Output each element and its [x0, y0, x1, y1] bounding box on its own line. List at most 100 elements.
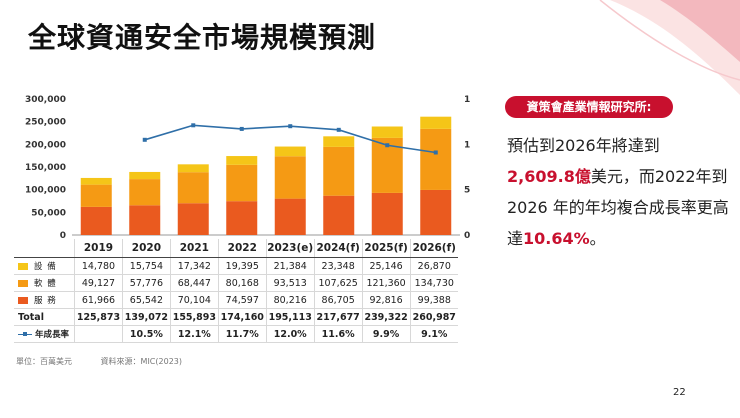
table-row: 設 備 14,780 15,754 17,342 19,395 21,384 23,348 2… — [14, 257, 458, 275]
table-cell: 134,730 — [410, 274, 458, 292]
table-cell: 2019 — [74, 239, 123, 258]
bar-software — [323, 146, 355, 196]
growth-rate-point — [191, 123, 196, 128]
y2-tick-label: 10% — [464, 140, 470, 150]
line-legend-icon — [18, 331, 32, 338]
table-cell: 121,360 — [362, 274, 411, 292]
unit-note: 單位：百萬美元 — [16, 357, 72, 366]
legend-label: 服 務 — [34, 296, 57, 306]
bar-service — [323, 195, 355, 235]
table-cell: 68,447 — [170, 274, 219, 292]
growth-rate-point — [385, 143, 390, 148]
source-badge: 資策會產業情報研究所: — [505, 96, 673, 118]
table-cell — [74, 325, 123, 343]
bar-software — [129, 179, 161, 206]
summary-part-3: 。 — [589, 229, 606, 248]
table-cell: 260,987 — [410, 308, 458, 326]
table-cell: 49,127 — [74, 274, 123, 292]
y-tick-label: 200,000 — [25, 140, 66, 150]
table-cell: 2021 — [170, 239, 219, 258]
table-cell: 57,776 — [122, 274, 171, 292]
growth-rate-point — [433, 150, 438, 155]
table-cell: 設 備 — [14, 257, 75, 275]
table-cell: 10.5% — [122, 325, 171, 343]
growth-rate-point — [288, 124, 293, 129]
legend-label: 年成長率 — [35, 330, 70, 340]
table-cell: 174,160 — [218, 308, 267, 326]
table-cell: 80,216 — [266, 291, 315, 309]
table-cell: 80,168 — [218, 274, 267, 292]
bar-service — [226, 201, 258, 235]
table-cell: 74,597 — [218, 291, 267, 309]
table-cell: 12.0% — [266, 325, 315, 343]
footnote: 單位：百萬美元 資料來源：MIC(2023) — [16, 356, 208, 367]
legend-label: 設 備 — [34, 262, 57, 272]
table-cell: 11.6% — [314, 325, 363, 343]
legend-label: 軟 體 — [34, 279, 57, 289]
bar-equipment — [323, 136, 355, 147]
table-cell: 217,677 — [314, 308, 363, 326]
table-cell: 26,870 — [410, 257, 458, 275]
bar-equipment — [177, 164, 209, 173]
bar-equipment — [274, 146, 306, 157]
highlight-value: 2,609.8億 — [507, 167, 591, 186]
bar-service — [177, 203, 209, 235]
table-cell: 11.7% — [218, 325, 267, 343]
bar-equipment — [371, 126, 403, 138]
table-cell: Total — [14, 308, 75, 326]
y2-tick-label: 0% — [464, 231, 470, 241]
table-cell: 2026(f) — [410, 239, 458, 258]
stacked-bar-chart: 0 50,000 100,000 150,000 200,000 250,000 300,0… — [25, 95, 470, 241]
table-cell: 9.1% — [410, 325, 458, 343]
y-tick-label: 50,000 — [31, 208, 66, 218]
source-note: 資料來源：MIC(2023) — [100, 357, 182, 366]
bar-service — [420, 189, 452, 235]
table-cell: 15,754 — [122, 257, 171, 275]
table-cell: 92,816 — [362, 291, 411, 309]
bar-software — [226, 164, 258, 202]
table-cell: 23,348 — [314, 257, 363, 275]
legend-swatch — [18, 296, 28, 304]
table-cell: 25,146 — [362, 257, 411, 275]
table-growth-row: 年成長率 10.5% 12.1% 11.7% 12.0% 11.6% 9.9% 9.1% — [14, 325, 458, 343]
y-tick-label: 250,000 — [25, 118, 66, 128]
bar-equipment — [129, 171, 161, 180]
table-cell: 70,104 — [170, 291, 219, 309]
growth-rate-point — [239, 126, 244, 131]
y-tick-label: 150,000 — [25, 163, 66, 173]
table-cell: 年成長率 — [14, 325, 75, 343]
y-tick-label: 0 — [60, 231, 66, 241]
table-cell: 86,705 — [314, 291, 363, 309]
table-row: 軟 體 49,127 57,776 68,447 80,168 93,513 107,625… — [14, 274, 458, 292]
bar-service — [274, 198, 306, 235]
table-total-row: Total 125,873 139,072 155,893 174,160 195,113… — [14, 308, 458, 326]
table-cell: 14,780 — [74, 257, 123, 275]
bar-service — [80, 206, 112, 235]
table-cell: 239,322 — [362, 308, 411, 326]
table-cell: 2023(e) — [266, 239, 315, 258]
table-cell: 2025(f) — [362, 239, 411, 258]
legend-swatch — [18, 279, 28, 287]
y2-tick-label: 5% — [464, 186, 470, 196]
table-cell: 2022 — [218, 239, 267, 258]
data-table: 2019 2020 2021 2022 2023(e) 2024(f) 2025(f) 202… — [14, 239, 458, 343]
table-cell: 2024(f) — [314, 239, 363, 258]
table-cell: 61,966 — [74, 291, 123, 309]
table-cell: 17,342 — [170, 257, 219, 275]
summary-part-1: 預估到2026年將達到 — [507, 136, 660, 155]
table-cell: 93,513 — [266, 274, 315, 292]
table-cell: 軟 體 — [14, 274, 75, 292]
table-cell: 65,542 — [122, 291, 171, 309]
table-cell: 139,072 — [122, 308, 171, 326]
legend-swatch — [18, 262, 28, 270]
table-cell: 155,893 — [170, 308, 219, 326]
page-number: 22 — [673, 387, 686, 398]
bar-software — [177, 172, 209, 204]
table-cell: 195,113 — [266, 308, 315, 326]
table-cell: 21,384 — [266, 257, 315, 275]
bar-software — [274, 156, 306, 199]
table-cell: 12.1% — [170, 325, 219, 343]
bar-service — [371, 192, 403, 235]
